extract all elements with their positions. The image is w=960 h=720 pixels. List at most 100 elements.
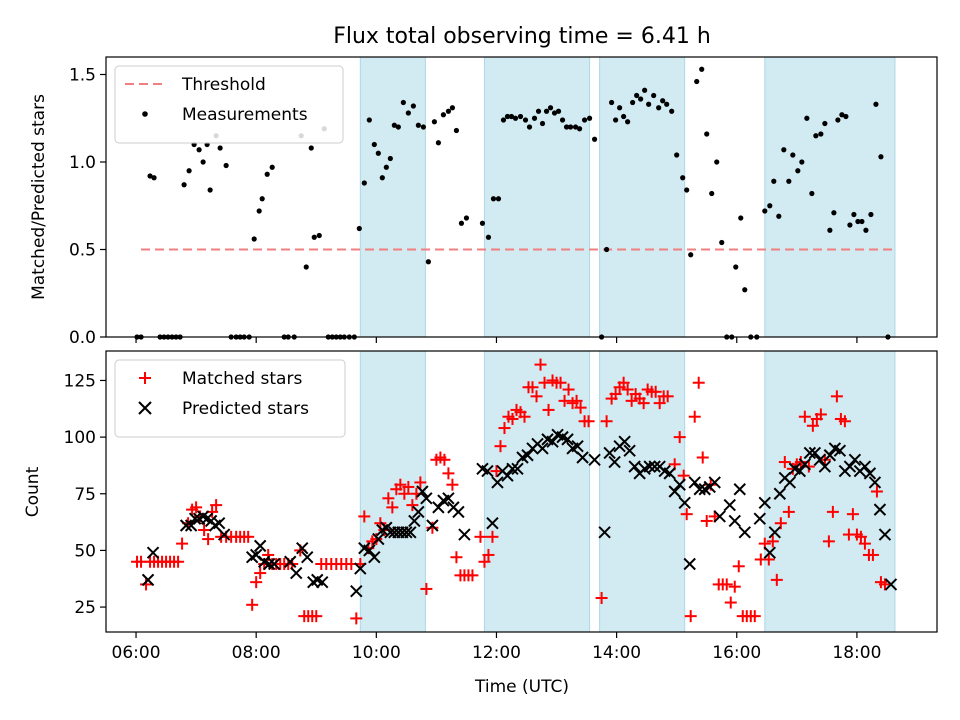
data-point [363, 544, 376, 557]
cross-mark-b [668, 485, 681, 498]
data-point [445, 108, 452, 114]
data-point [450, 551, 463, 564]
data-point [420, 124, 426, 130]
cross-mark-b [713, 510, 726, 523]
cross-mark-b [511, 462, 524, 476]
cross-mark-b [212, 517, 226, 530]
data-point [350, 612, 363, 625]
legend: Matched stars Predicted stars [114, 359, 346, 438]
data-point [793, 464, 807, 478]
data-point [738, 526, 751, 539]
data-point [673, 478, 686, 491]
data-point [466, 569, 479, 582]
cross-mark-b [416, 485, 429, 498]
data-point [818, 131, 824, 137]
data-point [561, 433, 574, 446]
cross-mark-b [688, 476, 701, 489]
data-point [719, 239, 725, 246]
cross-mark-b [179, 519, 193, 532]
data-point [458, 528, 471, 541]
data-point [608, 455, 621, 469]
y-tick-label: 50 [74, 541, 96, 561]
cross-mark-b [783, 476, 797, 489]
cross-mark-b [400, 526, 413, 539]
data-point [783, 476, 797, 489]
data-point [649, 385, 662, 398]
data-point [858, 460, 872, 473]
data-point [406, 499, 419, 512]
data-point [778, 456, 791, 469]
data-point [186, 168, 192, 174]
data-point [558, 394, 571, 407]
cross-mark-b [257, 555, 271, 568]
data-point [526, 381, 539, 394]
data-point [742, 287, 748, 293]
data-point [442, 467, 455, 480]
data-point [554, 376, 567, 389]
data-point [878, 578, 891, 591]
data-point [767, 203, 773, 209]
data-point [653, 397, 666, 410]
data-point [386, 501, 399, 514]
data-point [490, 465, 503, 478]
data-point [494, 440, 507, 453]
data-point [316, 575, 329, 589]
data-point [361, 180, 367, 186]
cross-mark-b [868, 476, 882, 489]
data-point [663, 467, 676, 480]
data-point [692, 376, 705, 389]
data-point [634, 92, 640, 99]
data-point [371, 141, 377, 148]
data-point [394, 478, 407, 491]
x-tick-label: 16:00 [712, 643, 761, 663]
data-point [693, 483, 706, 496]
data-point [713, 510, 726, 523]
data-point [415, 122, 421, 128]
data-point [567, 124, 574, 130]
data-point [420, 492, 433, 505]
data-point [699, 66, 705, 72]
cross-mark-b [432, 501, 445, 514]
data-point [600, 415, 613, 428]
data-point [246, 598, 259, 611]
data-point [870, 485, 883, 498]
cross-mark-b [793, 464, 807, 478]
data-point [660, 98, 666, 104]
legend-box [114, 65, 344, 144]
data-point [379, 175, 385, 181]
cross-mark-b [878, 528, 892, 541]
cross-mark-b [673, 478, 686, 491]
data-point [223, 162, 229, 169]
y-tick-label: 0.0 [69, 328, 96, 348]
data-point [535, 108, 542, 114]
cross-mark-b [648, 460, 661, 473]
data-point [404, 526, 417, 539]
data-point [613, 117, 619, 123]
cross-mark-b [267, 557, 281, 571]
cross-mark-b [728, 514, 741, 528]
data-point [858, 537, 871, 550]
data-point [621, 383, 634, 396]
data-point [256, 208, 262, 214]
top-y-axis-label: Matched/Predicted stars [29, 94, 49, 300]
data-point [151, 175, 157, 181]
y-tick-label: 1.0 [69, 153, 96, 173]
cross-mark-b [683, 557, 696, 571]
shaded-interval [483, 56, 591, 338]
data-point [724, 596, 737, 609]
data-point [826, 505, 839, 518]
cross-mark-b [603, 446, 616, 460]
data-point [595, 592, 608, 605]
data-point [202, 533, 215, 546]
data-point [618, 435, 631, 448]
data-point [446, 478, 459, 491]
data-point [479, 220, 486, 226]
cross-mark-b [501, 469, 514, 482]
data-point [501, 469, 514, 482]
cross-mark-b [813, 453, 827, 466]
cross-mark-b [363, 544, 376, 557]
data-point [843, 460, 857, 473]
data-point [198, 524, 211, 537]
cross-mark-b [753, 512, 766, 525]
data-point [370, 533, 383, 546]
